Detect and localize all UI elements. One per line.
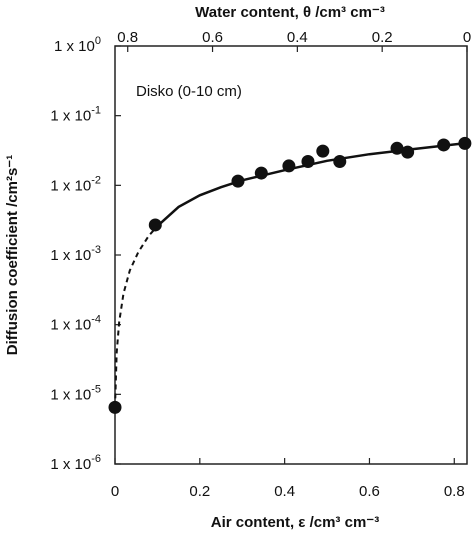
y-tick-base: 1 x 10 — [50, 247, 91, 264]
data-point — [148, 218, 162, 232]
data-point — [254, 166, 268, 180]
top-tick-label: 0.6 — [202, 29, 223, 46]
data-point — [301, 154, 315, 168]
x-tick-label: 0.2 — [189, 483, 210, 500]
data-point — [458, 136, 472, 150]
y-tick-exponent: -4 — [91, 314, 101, 326]
y-tick-label: 1 x 10-4 — [50, 314, 101, 334]
x-tick-label: 0 — [111, 483, 119, 500]
x-tick-label: 0.4 — [274, 483, 295, 500]
y-tick-base: 1 x 10 — [50, 317, 91, 334]
data-point — [437, 138, 451, 152]
y-tick-exponent: -1 — [91, 105, 101, 117]
fit-curves — [114, 141, 468, 408]
y-tick-base: 1 x 10 — [54, 38, 95, 55]
y-tick-base: 1 x 10 — [50, 456, 91, 473]
y-tick-label: 1 x 10-5 — [50, 383, 101, 403]
x-tick-label: 0.8 — [444, 483, 465, 500]
y-tick-base: 1 x 10 — [50, 386, 91, 403]
fit-curve-solid — [156, 141, 468, 228]
y-tick-label: 1 x 100 — [54, 35, 101, 55]
y-tick-base: 1 x 10 — [50, 108, 91, 125]
y-tick-exponent: -6 — [91, 453, 101, 465]
top-tick-label: 0.4 — [287, 29, 308, 46]
data-points — [108, 136, 472, 414]
y-tick-label: 1 x 10-1 — [50, 105, 101, 125]
y-tick-label: 1 x 10-6 — [50, 453, 101, 473]
y-tick-exponent: 0 — [95, 35, 101, 47]
x-tick-label: 0.6 — [359, 483, 380, 500]
data-point — [231, 174, 245, 188]
top-tick-label: 0.2 — [372, 29, 393, 46]
x-axis-ticks: 0 0.2 0.4 0.6 0.8 — [111, 458, 465, 500]
y-tick-label: 1 x 10-2 — [50, 174, 101, 194]
data-point — [390, 141, 404, 155]
fit-curve-dashed — [114, 225, 159, 408]
data-point — [316, 144, 330, 158]
plot-frame — [114, 45, 468, 465]
y-tick-exponent: -2 — [91, 174, 101, 186]
data-point — [333, 154, 347, 168]
y-tick-exponent: -3 — [91, 244, 101, 256]
data-point — [282, 159, 296, 173]
x-axis-title: Air content, ε /cm³ cm⁻³ — [211, 514, 379, 531]
top-axis-title: Water content, θ /cm³ cm⁻³ — [195, 4, 385, 21]
y-tick-label: 1 x 10-3 — [50, 244, 101, 264]
data-point — [401, 145, 415, 159]
y-axis-title: Diffusion coefficient /cm²s⁻¹ — [4, 155, 21, 355]
y-tick-exponent: -5 — [91, 383, 101, 395]
top-tick-label: 0.8 — [117, 29, 138, 46]
annotation-label: Disko (0-10 cm) — [136, 83, 242, 100]
y-tick-base: 1 x 10 — [50, 177, 91, 194]
data-point — [108, 400, 122, 414]
top-tick-label: 0 — [463, 29, 471, 46]
top-axis-ticks: 0.8 0.6 0.4 0.2 0 — [117, 29, 471, 52]
